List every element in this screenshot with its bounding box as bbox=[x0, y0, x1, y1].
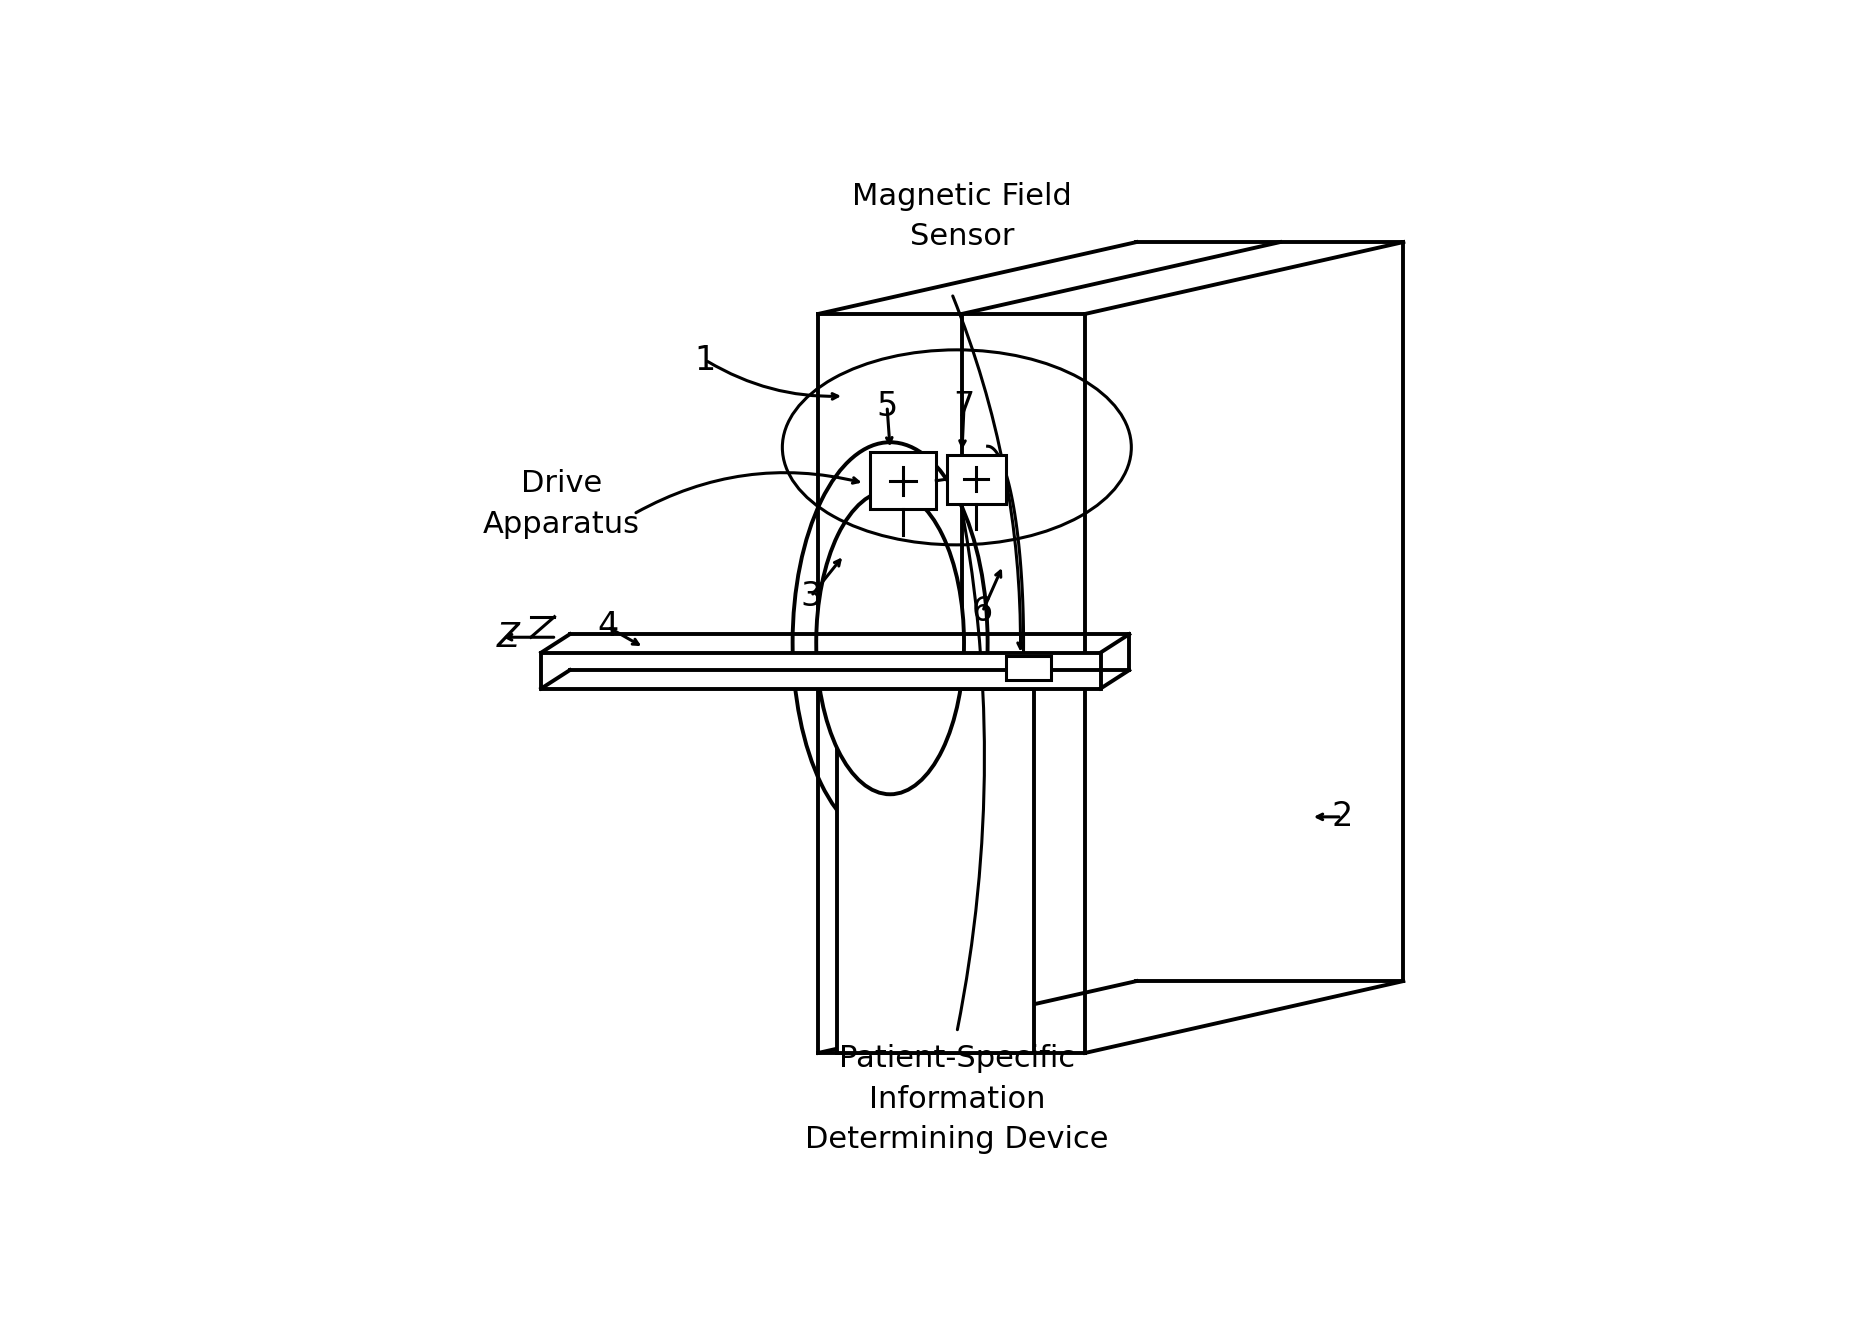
Text: Magnetic Field
Sensor: Magnetic Field Sensor bbox=[851, 181, 1072, 251]
FancyBboxPatch shape bbox=[947, 455, 1006, 504]
Text: 2: 2 bbox=[1331, 800, 1352, 833]
FancyBboxPatch shape bbox=[836, 689, 1034, 1053]
FancyBboxPatch shape bbox=[870, 452, 937, 509]
Text: 4: 4 bbox=[597, 611, 618, 644]
Ellipse shape bbox=[816, 491, 963, 794]
FancyBboxPatch shape bbox=[541, 653, 1100, 689]
Text: 6: 6 bbox=[973, 595, 993, 628]
FancyBboxPatch shape bbox=[1006, 656, 1051, 680]
Text: Drive
Apparatus: Drive Apparatus bbox=[484, 469, 640, 539]
Text: 1: 1 bbox=[695, 344, 715, 377]
Text: 7: 7 bbox=[954, 389, 975, 423]
Text: Patient-Specific
Information
Determining Device: Patient-Specific Information Determining… bbox=[805, 1044, 1109, 1154]
Text: Z: Z bbox=[497, 621, 519, 653]
Text: 3: 3 bbox=[801, 580, 821, 613]
Text: 5: 5 bbox=[876, 389, 898, 423]
